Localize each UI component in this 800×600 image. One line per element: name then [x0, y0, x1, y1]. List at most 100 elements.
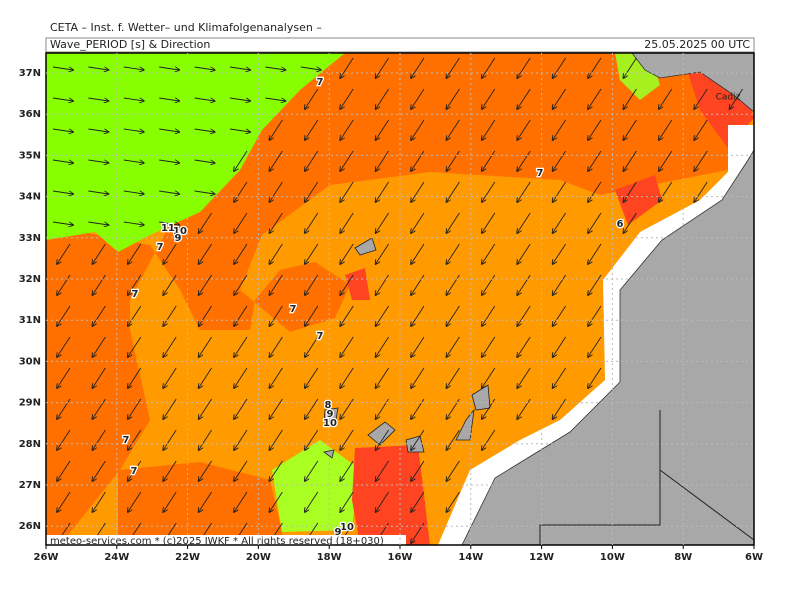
arrow — [92, 491, 106, 512]
arrow — [52, 97, 73, 101]
place-label: Cadiz — [716, 93, 741, 103]
y-tick-label: 34N — [19, 192, 41, 203]
arrow — [517, 336, 531, 357]
field-green — [272, 440, 358, 532]
arrow — [194, 97, 215, 101]
arrow — [194, 66, 215, 70]
arrow — [694, 181, 708, 202]
arrow — [194, 128, 215, 132]
arrow — [623, 150, 637, 171]
contour-label: 7 — [131, 466, 138, 477]
arrow — [482, 243, 496, 264]
arrow — [517, 57, 531, 78]
arrow — [482, 88, 496, 109]
arrow — [163, 305, 177, 326]
field-red — [345, 268, 370, 300]
contour-label: 8 — [325, 400, 332, 411]
arrow — [52, 221, 73, 225]
arrow — [411, 274, 425, 295]
arrow — [269, 460, 283, 481]
arrow — [159, 190, 179, 194]
arrow — [128, 274, 142, 295]
arrow — [52, 159, 73, 163]
arrow — [265, 97, 285, 101]
arrow — [588, 150, 602, 171]
arrow — [128, 491, 142, 512]
arrow — [340, 460, 354, 481]
arrow — [128, 243, 142, 264]
contour-label: 9 — [175, 233, 182, 244]
arrow — [446, 305, 460, 326]
arrow — [482, 274, 496, 295]
arrow — [553, 181, 566, 202]
field-red — [615, 175, 662, 225]
contour-label: 7 — [123, 435, 130, 446]
arrow — [376, 150, 389, 171]
arrow — [234, 429, 248, 450]
arrow — [305, 367, 319, 388]
y-tick-label: 27N — [19, 480, 41, 491]
arrow — [305, 336, 319, 357]
arrow — [234, 243, 248, 264]
arrow — [128, 336, 142, 357]
arrow — [128, 460, 142, 481]
arrow — [588, 367, 602, 388]
arrow — [588, 57, 602, 78]
arrow — [411, 367, 425, 388]
arrow — [92, 367, 106, 388]
contour-label: 7 — [290, 304, 297, 315]
arrow — [588, 336, 602, 357]
arrow — [234, 491, 248, 512]
arrow — [376, 491, 389, 512]
y-tick-label: 28N — [19, 439, 41, 450]
arrow — [199, 429, 212, 450]
arrow — [340, 243, 354, 264]
arrow — [411, 243, 425, 264]
arrow — [411, 491, 425, 512]
labels: 26W 24W 22W 20W 18W 16W 14W 12W 10W 8W 6W 37N 36N 35N… — [19, 53, 763, 563]
arrow — [376, 243, 389, 264]
arrow — [163, 336, 177, 357]
arrow — [340, 491, 354, 512]
field-green — [46, 53, 345, 252]
arrow — [482, 119, 496, 140]
contour-label: 11 — [161, 223, 175, 234]
y-tick-label: 29N — [19, 398, 41, 409]
arrow — [340, 181, 354, 202]
contour-label: 10 — [173, 226, 187, 237]
arrow — [57, 429, 71, 450]
arrow — [446, 181, 460, 202]
arrow — [376, 88, 389, 109]
arrow — [52, 190, 73, 194]
arrow — [234, 181, 248, 202]
arrow — [123, 128, 144, 132]
arrow — [163, 243, 177, 264]
islands — [323, 237, 491, 459]
x-tick-label: 26W — [34, 552, 59, 563]
arrow — [159, 128, 179, 132]
arrow — [128, 305, 142, 326]
arrow — [88, 221, 108, 225]
arrow — [159, 221, 179, 225]
field-dark-orange — [118, 462, 285, 545]
footer: meteo-services.com * (c)2025 IWKF * All … — [50, 536, 384, 547]
x-tick-label: 18W — [317, 552, 342, 563]
arrow — [623, 88, 637, 109]
arrow — [659, 88, 673, 109]
arrow — [588, 88, 602, 109]
x-tick-label: 16W — [388, 552, 413, 563]
arrow — [376, 460, 389, 481]
arrow — [482, 367, 496, 388]
arrow — [199, 274, 212, 295]
arrow — [57, 305, 71, 326]
arrow — [553, 88, 566, 109]
arrow — [92, 305, 106, 326]
border — [539, 410, 754, 545]
arrow — [92, 336, 106, 357]
arrow — [340, 88, 354, 109]
header-subtitle: Wave_PERIOD [s] & Direction — [50, 38, 210, 51]
arrow — [553, 274, 566, 295]
arrow — [446, 88, 460, 109]
arrow — [269, 305, 283, 326]
arrow — [163, 491, 177, 512]
